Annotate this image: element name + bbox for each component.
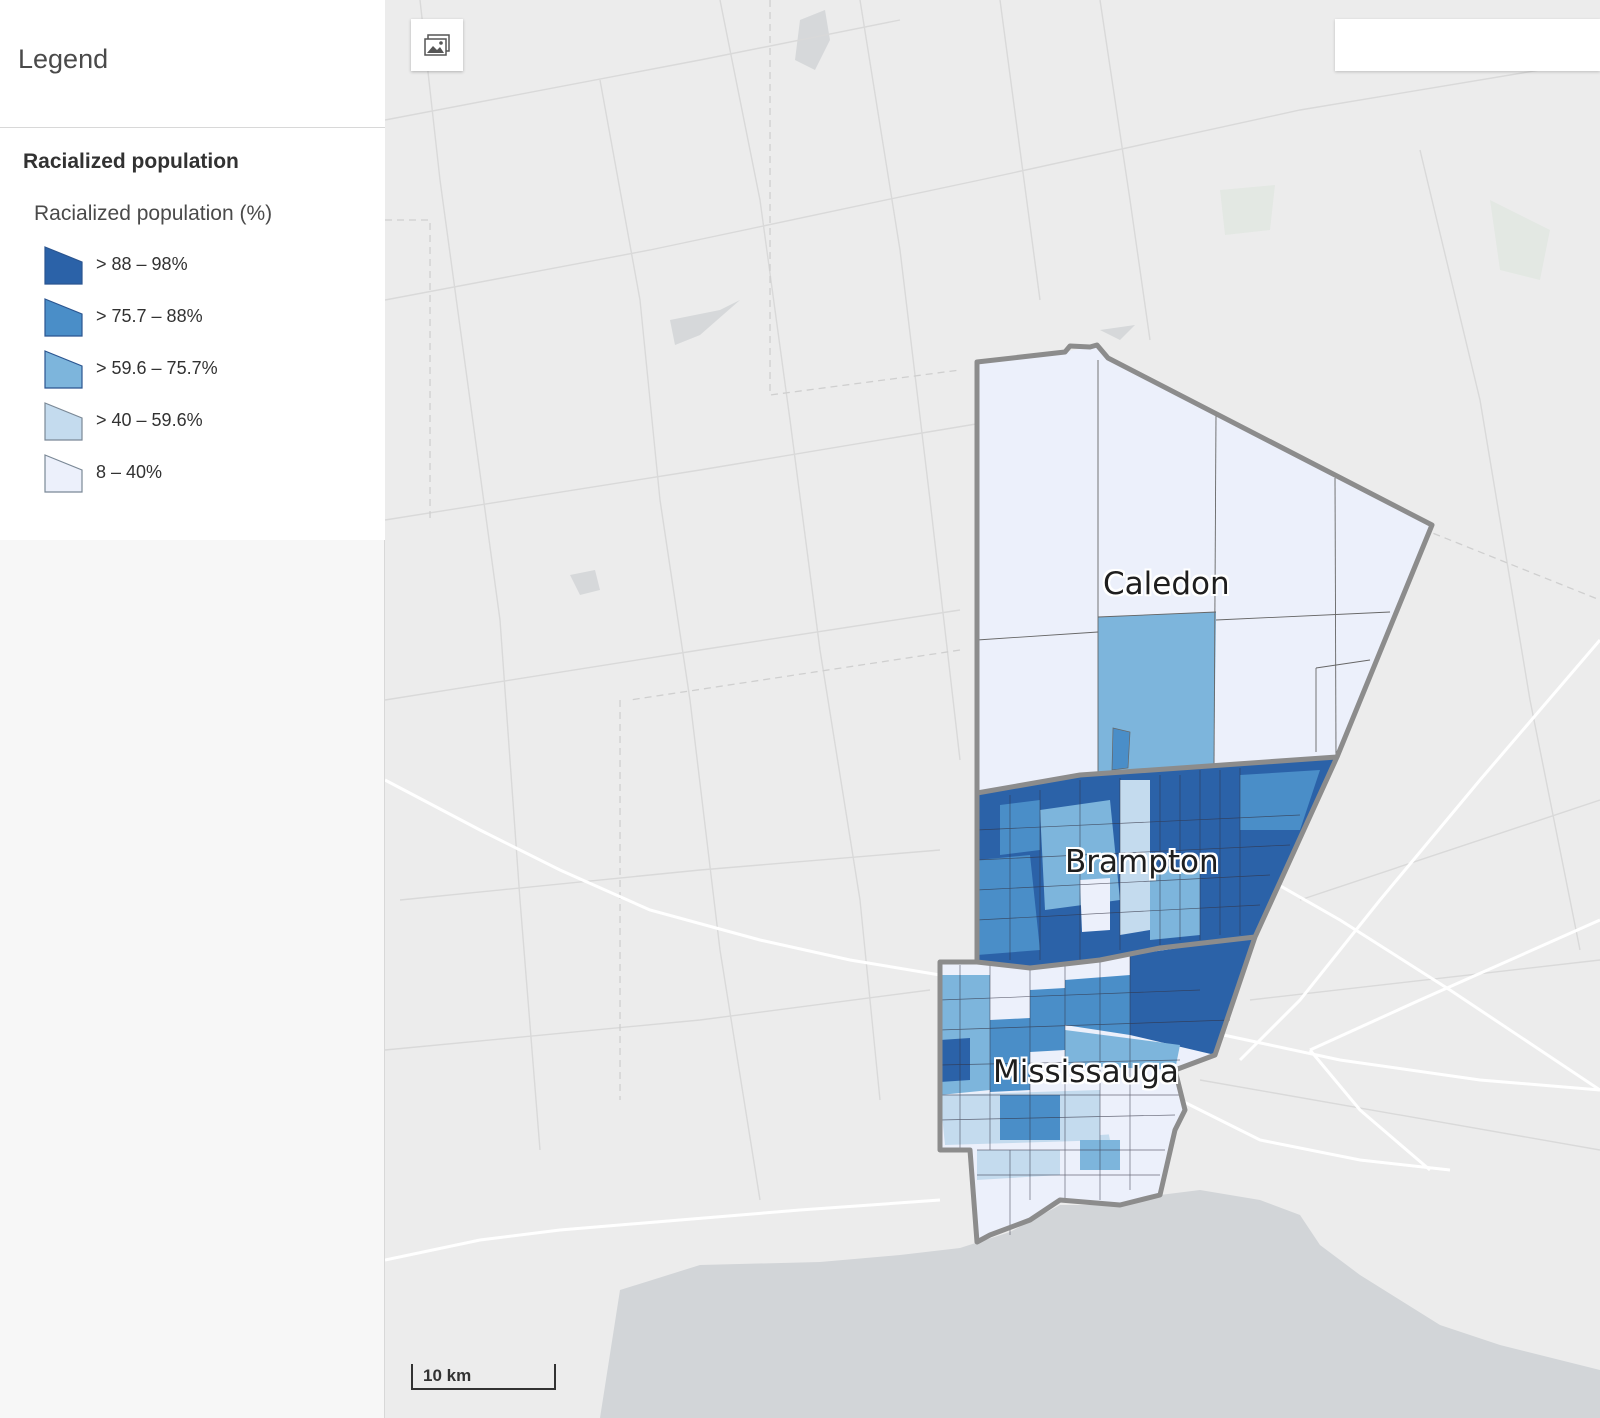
legend-class-label: > 75.7 – 88% [96,306,203,326]
park-area [1490,200,1550,280]
legend-layer-title: Racialized population [23,150,239,173]
minor-roads [385,0,1600,1201]
legend-field-title: Racialized population (%) [34,202,273,225]
legend-class-label: > 40 – 59.6% [96,410,203,430]
place-label-brampton: Brampton [1065,844,1219,880]
municipal-boundaries [937,342,1435,1245]
map-canvas[interactable] [385,0,1600,1418]
basemap-gallery-button[interactable] [411,19,463,71]
legend-swatch [44,454,83,493]
legend-swatch [44,350,83,389]
legend-class-label: 8 – 40% [96,462,163,482]
scale-bar: 10 km [411,1364,556,1390]
scale-bar-label: 10 km [423,1366,472,1385]
legend-divider [0,127,385,128]
legend-class-label: > 59.6 – 75.7% [96,358,218,378]
legend-card: Legend Racialized population Racialized … [0,0,385,540]
caledon-region [976,345,1432,793]
water-body [1100,325,1135,340]
water-body [570,570,600,595]
water-body [795,10,830,70]
legend-swatch [44,402,83,441]
water-body [670,300,740,345]
legend-swatch [44,246,83,285]
lake-ontario [600,1190,1600,1418]
legend-class-label: > 88 – 98% [96,254,188,274]
park-area [1220,185,1275,235]
admin-boundaries [385,0,1600,1100]
basemap-gallery-icon [424,34,450,56]
place-label-mississauga: Mississauga [993,1054,1179,1090]
mississauga-region [939,937,1255,1242]
map-view[interactable]: Caledon Brampton Mississauga 10 km [385,0,1600,1418]
place-label-caledon: Caledon [1103,566,1230,602]
brampton-region [976,757,1337,968]
legend-title: Legend [18,44,109,74]
legend-swatch [44,298,83,337]
legend-panel: Legend Racialized population Racialized … [0,0,385,1418]
search-input[interactable] [1335,19,1600,71]
